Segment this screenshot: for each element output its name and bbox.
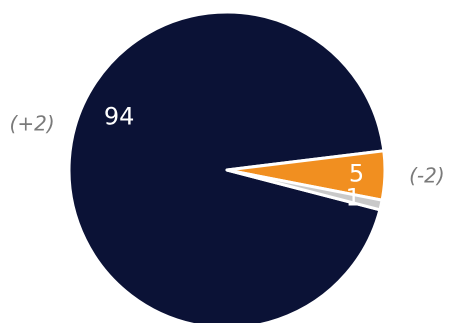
pie-slice-value-label: 94 — [104, 102, 135, 130]
pie-slice-change-label: (+2) — [10, 112, 55, 136]
pie-slices — [67, 10, 387, 323]
pie-slice-change-label: (-2) — [409, 164, 445, 188]
pie-slice-value-label: 1 — [346, 184, 361, 212]
pie-labels: 94 51 (+2) (-2) — [10, 102, 445, 211]
pie-slice-2 — [225, 168, 384, 212]
pie-slice-value-label: 5 — [349, 160, 364, 188]
pie-slice-0 — [67, 10, 386, 323]
